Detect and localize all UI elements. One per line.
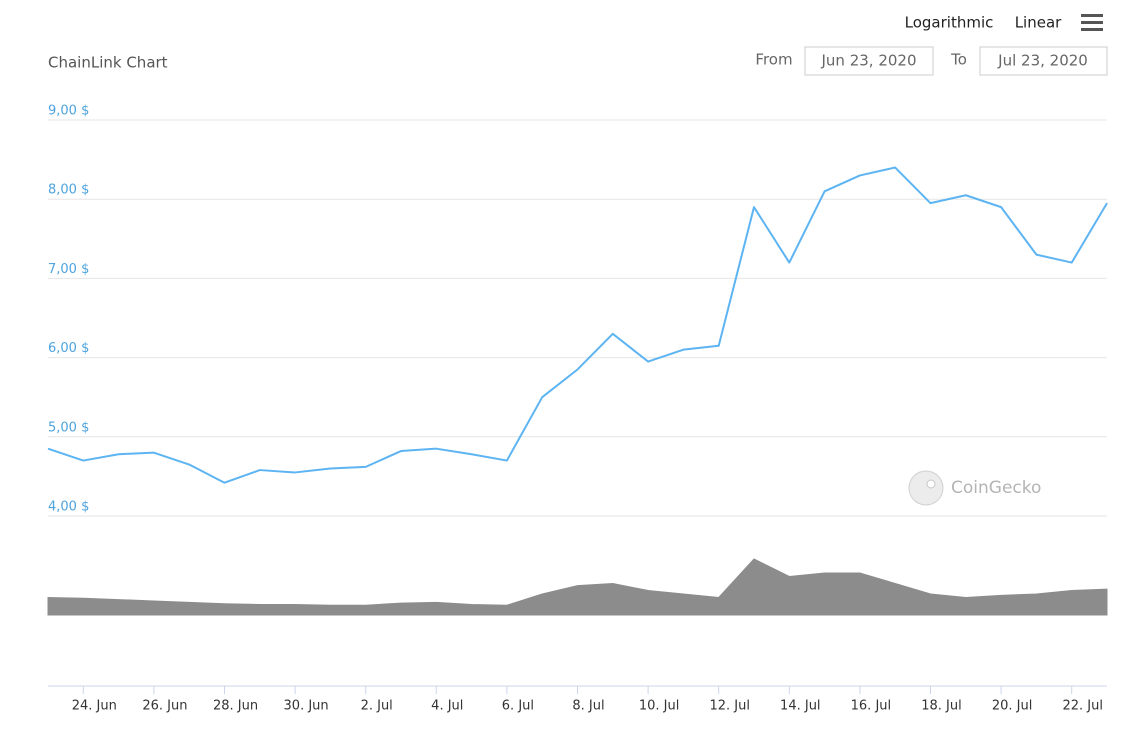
menu-bar — [1081, 14, 1103, 17]
chart-title: ChainLink Chart — [48, 54, 168, 72]
to-label: To — [950, 51, 967, 69]
from-value: Jun 23, 2020 — [820, 52, 916, 70]
log-button[interactable]: Logarithmic — [905, 14, 994, 32]
to-input[interactable] — [979, 46, 1108, 76]
x-tick-label: 18. Jul — [921, 699, 962, 714]
to-value: Jul 23, 2020 — [997, 52, 1088, 70]
x-tick-label: 22. Jul — [1062, 699, 1103, 714]
y-tick-label: 7,00 $ — [48, 262, 89, 277]
y-tick-label: 6,00 $ — [48, 341, 89, 356]
watermark-text: CoinGecko — [951, 478, 1041, 498]
from-input[interactable] — [804, 46, 934, 76]
menu-icon[interactable] — [1081, 14, 1103, 31]
x-tick-label: 28. Jun — [213, 699, 258, 714]
linear-button[interactable]: Linear — [1015, 14, 1062, 32]
volume-area — [47, 558, 1108, 616]
watermark-logo-eye — [926, 479, 936, 489]
x-tick-label: 16. Jul — [851, 699, 892, 714]
y-tick-label: 5,00 $ — [48, 420, 89, 435]
x-tick-label: 6. Jul — [502, 699, 534, 714]
x-tick-label: 30. Jun — [284, 699, 329, 714]
x-tick-label: 12. Jul — [709, 699, 750, 714]
x-tick-label: 2. Jul — [361, 699, 393, 714]
from-label: From — [755, 51, 792, 69]
watermark: CoinGecko — [908, 470, 1041, 506]
y-tick-label: 4,00 $ — [48, 500, 89, 515]
x-tick-label: 4. Jul — [431, 699, 463, 714]
x-tick-label: 14. Jul — [780, 699, 821, 714]
x-tick-label: 10. Jul — [639, 699, 680, 714]
y-tick-label: 8,00 $ — [48, 183, 89, 198]
menu-bar — [1081, 21, 1103, 24]
watermark-logo — [908, 470, 944, 506]
x-tick-label: 20. Jul — [992, 699, 1033, 714]
x-tick-label: 24. Jun — [72, 699, 117, 714]
y-tick-label: 9,00 $ — [48, 104, 89, 119]
price-line — [47, 166, 1108, 484]
x-tick-label: 26. Jun — [142, 699, 187, 714]
menu-bar — [1081, 28, 1103, 31]
x-tick-label: 8. Jul — [572, 699, 604, 714]
